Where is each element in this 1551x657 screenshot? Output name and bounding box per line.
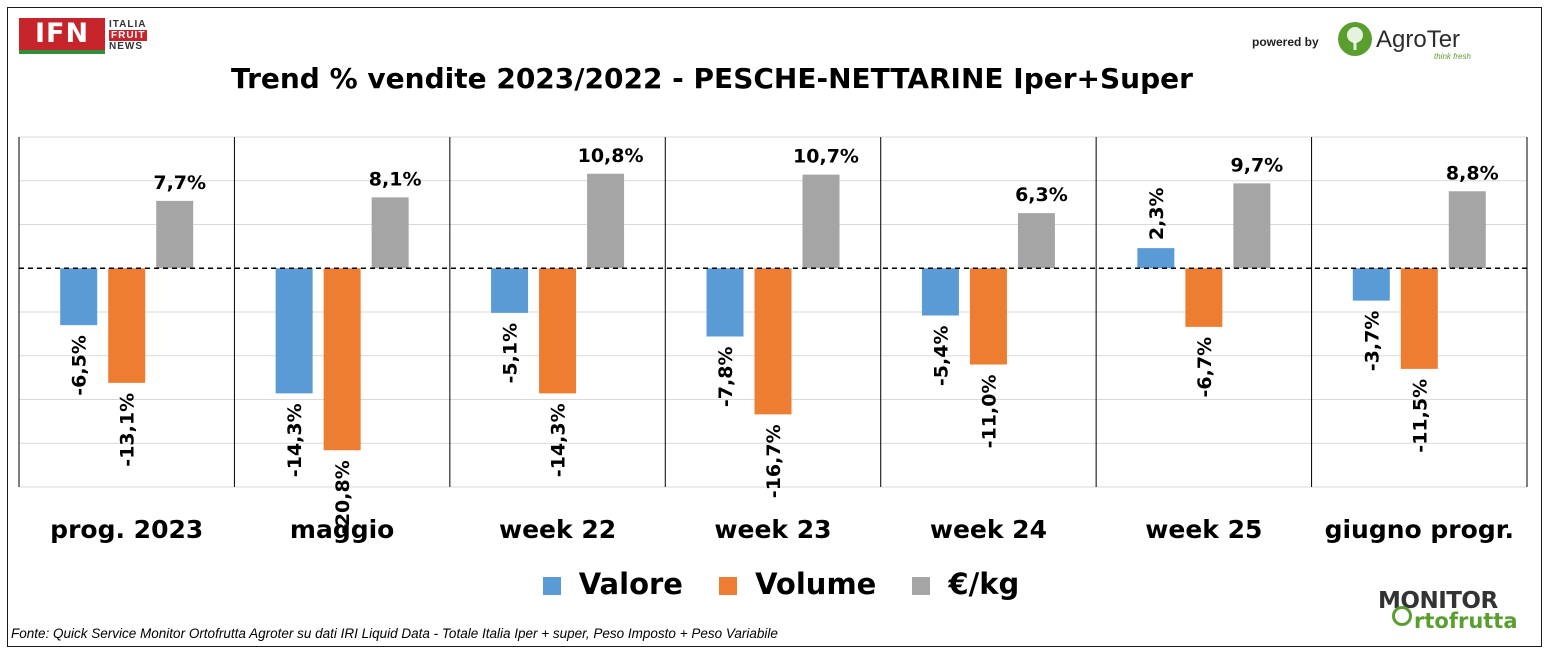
bar-valore bbox=[275, 268, 313, 394]
data-label: -3,7% bbox=[1361, 311, 1383, 372]
powered-by-text: powered by bbox=[1252, 35, 1319, 49]
magnifier-icon bbox=[1392, 606, 1412, 626]
source-note: Fonte: Quick Service Monitor Ortofrutta … bbox=[11, 626, 778, 641]
legend-item-eur-kg: €/kg bbox=[912, 567, 1019, 601]
bar-volume bbox=[323, 268, 361, 451]
legend-item-valore: Valore bbox=[542, 567, 683, 601]
data-label: -5,4% bbox=[930, 326, 952, 387]
chart-frame bbox=[7, 7, 1542, 647]
ifn-line-fruit: FRUIT bbox=[109, 30, 148, 41]
category-label: week 24 bbox=[930, 515, 1047, 544]
ifn-line-italia: ITALIA bbox=[109, 19, 147, 30]
agroter-tree-icon bbox=[1338, 22, 1372, 56]
ifn-mark: IFN bbox=[19, 18, 105, 54]
data-label: -16,7% bbox=[763, 424, 785, 498]
data-label: -14,3% bbox=[548, 403, 570, 477]
chart-title: Trend % vendite 2023/2022 - PESCHE-NETTA… bbox=[231, 62, 1193, 95]
category-label: giugno progr. bbox=[1325, 515, 1514, 544]
bar-volume bbox=[754, 268, 792, 415]
agroter-logo: AgroTer think fresh bbox=[1338, 22, 1478, 62]
legend-label-eur-kg: €/kg bbox=[948, 567, 1020, 601]
bar-valore bbox=[60, 268, 98, 326]
data-label: -7,8% bbox=[715, 347, 737, 408]
data-label: 9,7% bbox=[1231, 154, 1284, 176]
bar-volume bbox=[969, 268, 1007, 365]
data-label: -14,3% bbox=[284, 403, 306, 477]
data-label: 7,7% bbox=[153, 172, 206, 194]
monitor-logo-line2: rtofrutta bbox=[1414, 609, 1518, 633]
legend-label-valore: Valore bbox=[578, 567, 683, 601]
category-label: week 23 bbox=[714, 515, 831, 544]
legend-swatch-valore bbox=[542, 577, 561, 595]
bar-valore bbox=[706, 268, 744, 337]
legend-swatch-volume bbox=[719, 577, 738, 595]
agroter-name: AgroTer bbox=[1376, 26, 1461, 53]
data-label: -11,5% bbox=[1409, 379, 1431, 453]
agroter-tagline: think fresh bbox=[1434, 52, 1471, 61]
monitor-ortofrutta-logo: MONITOR rtofrutta bbox=[1378, 588, 1536, 638]
data-label: 6,3% bbox=[1015, 184, 1068, 206]
bar-kg bbox=[802, 174, 840, 269]
data-label: 10,8% bbox=[578, 145, 644, 167]
bar-kg bbox=[1017, 213, 1055, 269]
bar-volume bbox=[1400, 268, 1438, 369]
bar-kg bbox=[156, 200, 194, 269]
category-label: week 25 bbox=[1145, 515, 1262, 544]
bar-volume bbox=[539, 268, 577, 394]
data-label: -6,7% bbox=[1194, 337, 1216, 398]
data-label: -6,5% bbox=[69, 335, 91, 396]
data-label: 10,7% bbox=[793, 146, 859, 168]
chart-legend: Valore Volume €/kg bbox=[0, 565, 1551, 601]
bar-kg bbox=[587, 173, 625, 269]
data-label: -13,1% bbox=[117, 393, 139, 467]
data-label: -20,8% bbox=[332, 460, 354, 534]
data-label: -5,1% bbox=[500, 323, 522, 384]
bar-kg bbox=[1233, 183, 1271, 269]
bar-valore bbox=[1137, 248, 1175, 269]
data-label: -11,0% bbox=[978, 375, 1000, 449]
ifn-wordmark: ITALIA FRUIT NEWS bbox=[109, 19, 169, 52]
category-label: maggio bbox=[290, 515, 394, 544]
data-label: 2,3% bbox=[1146, 187, 1168, 240]
category-label: week 22 bbox=[499, 515, 616, 544]
legend-item-volume: Volume bbox=[719, 567, 876, 601]
bar-kg bbox=[1448, 191, 1486, 269]
ifn-logo: IFN ITALIA FRUIT NEWS bbox=[19, 18, 164, 54]
bar-valore bbox=[1352, 268, 1390, 301]
bar-chart: prog. 2023 -6,5% -13,1% 7,7% maggio -14,3% -20… bbox=[18, 136, 1528, 544]
bar-valore bbox=[921, 268, 959, 316]
bar-volume bbox=[1185, 268, 1223, 327]
legend-label-volume: Volume bbox=[755, 567, 877, 601]
data-label: 8,1% bbox=[369, 168, 422, 190]
bar-kg bbox=[371, 197, 409, 269]
category-label: prog. 2023 bbox=[50, 515, 203, 544]
bar-valore bbox=[491, 268, 529, 313]
ifn-line-news: NEWS bbox=[109, 41, 143, 52]
legend-swatch-eur-kg bbox=[912, 577, 931, 595]
data-label: 8,8% bbox=[1446, 162, 1499, 184]
bar-volume bbox=[108, 268, 146, 383]
